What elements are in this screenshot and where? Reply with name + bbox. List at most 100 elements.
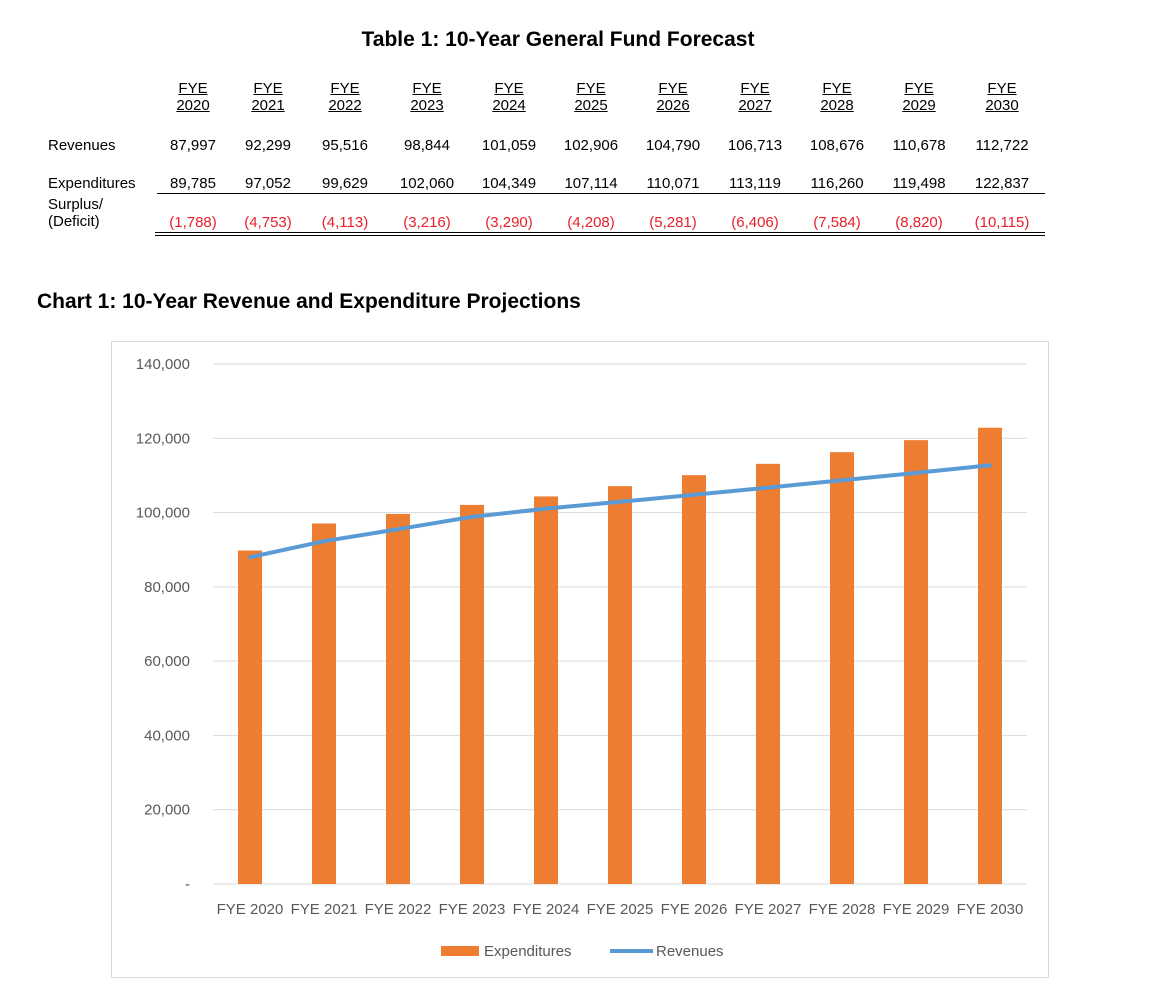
row-label-line: Surplus/ <box>48 196 104 213</box>
year-value: 2020 <box>176 97 210 114</box>
year-header: FYE 2022 <box>310 80 380 114</box>
year-prefix: FYE <box>253 80 283 97</box>
legend-label-revenues: Revenues <box>656 943 724 960</box>
x-tick-label: FYE 2025 <box>587 901 654 918</box>
row-label: Revenues <box>48 137 116 154</box>
year-value: 2025 <box>574 97 608 114</box>
table-cell: 95,516 <box>322 137 368 154</box>
table-cell: 102,060 <box>399 175 455 192</box>
row-label-line: (Deficit) <box>48 213 100 230</box>
table-cell: (4,753) <box>244 214 292 231</box>
y-tick-label: 100,000 <box>136 505 190 522</box>
year-value: 2021 <box>251 97 285 114</box>
table-title: Table 1: 10-Year General Fund Forecast <box>361 28 755 51</box>
year-header: FYE 2023 <box>392 80 462 114</box>
y-tick-label: 40,000 <box>144 727 190 744</box>
y-tick-label: 80,000 <box>144 579 190 596</box>
year-value: 2027 <box>738 97 772 114</box>
year-header: FYE 2020 <box>158 80 228 114</box>
expenditure-bar <box>682 475 706 884</box>
table-cell: 113,119 <box>729 175 781 192</box>
year-prefix: FYE <box>904 80 934 97</box>
legend-swatch-expenditures <box>441 946 479 956</box>
chart-frame: - 20,000 40,000 60,000 80,000 100,000 120,000 1… <box>111 341 1049 978</box>
table-cell: 104,790 <box>645 137 701 154</box>
table-cell: 104,349 <box>481 175 537 192</box>
x-tick-label: FYE 2028 <box>809 901 876 918</box>
y-tick-label: 120,000 <box>136 430 190 447</box>
year-header: FYE 2028 <box>802 80 872 114</box>
y-tick-label: 20,000 <box>144 802 190 819</box>
year-prefix: FYE <box>178 80 208 97</box>
table-cell: 98,844 <box>404 137 450 154</box>
year-value: 2026 <box>656 97 690 114</box>
table-cell: 119,498 <box>892 175 946 192</box>
table-cell: 107,114 <box>564 175 618 192</box>
x-tick-label: FYE 2029 <box>883 901 950 918</box>
table-cell: 116,260 <box>810 175 864 192</box>
year-prefix: FYE <box>740 80 770 97</box>
year-prefix: FYE <box>412 80 442 97</box>
year-value: 2028 <box>820 97 854 114</box>
year-header: FYE 2025 <box>556 80 626 114</box>
expenditure-bar <box>756 463 780 884</box>
table-cell: 110,678 <box>892 137 946 154</box>
year-value: 2029 <box>902 97 936 114</box>
table-cell: (7,584) <box>813 214 861 231</box>
chart-title: Chart 1: 10-Year Revenue and Expenditure… <box>37 290 581 313</box>
expenditure-bar <box>534 496 558 884</box>
expenditure-bar <box>312 523 336 884</box>
year-value: 2024 <box>492 97 526 114</box>
table-cell: (4,113) <box>321 214 369 231</box>
year-prefix: FYE <box>987 80 1017 97</box>
y-tick-label: 140,000 <box>136 356 190 373</box>
expenditure-bar <box>386 513 410 884</box>
expenditure-bar <box>978 427 1002 884</box>
year-header: FYE 2026 <box>638 80 708 114</box>
year-value: 2022 <box>328 97 362 114</box>
expenditure-bar <box>238 550 262 884</box>
x-tick-label: FYE 2027 <box>735 901 802 918</box>
table-cell: (1,788) <box>169 214 217 231</box>
table-rule <box>157 193 1045 194</box>
table-cell: 108,676 <box>809 137 865 154</box>
year-value: 2030 <box>985 97 1019 114</box>
year-header: FYE 2030 <box>967 80 1037 114</box>
table-cell: 101,059 <box>481 137 537 154</box>
table-cell: 110,071 <box>646 175 700 192</box>
revenue-line <box>248 463 992 560</box>
row-label: Expenditures <box>48 175 136 192</box>
table-cell: 122,837 <box>974 175 1030 192</box>
table-cell: (4,208) <box>567 214 615 231</box>
y-tick-label: - <box>185 876 190 893</box>
expenditure-bar <box>830 452 854 884</box>
table-cell: (5,281) <box>649 214 697 231</box>
year-header: FYE 2021 <box>233 80 303 114</box>
year-header: FYE 2027 <box>720 80 790 114</box>
table-cell: (6,406) <box>731 214 779 231</box>
table-cell: (10,115) <box>974 214 1030 231</box>
x-tick-label: FYE 2030 <box>957 901 1024 918</box>
table-double-rule <box>155 232 1045 236</box>
table-cell: 99,629 <box>322 175 368 192</box>
expenditure-bar <box>460 504 484 884</box>
x-tick-label: FYE 2023 <box>439 901 506 918</box>
x-tick-label: FYE 2020 <box>217 901 284 918</box>
table-cell: 89,785 <box>170 175 216 192</box>
year-prefix: FYE <box>658 80 688 97</box>
table-cell: 102,906 <box>563 137 619 154</box>
year-prefix: FYE <box>576 80 606 97</box>
year-prefix: FYE <box>494 80 524 97</box>
expenditure-bar <box>608 486 632 884</box>
table-cell: (8,820) <box>895 214 943 231</box>
x-tick-label: FYE 2021 <box>291 901 358 918</box>
year-prefix: FYE <box>822 80 852 97</box>
year-header: FYE 2024 <box>474 80 544 114</box>
table-cell: (3,216) <box>403 214 451 231</box>
year-header: FYE 2029 <box>884 80 954 114</box>
table-cell: (3,290) <box>485 214 533 231</box>
table-cell: 87,997 <box>170 137 216 154</box>
chart-svg: - 20,000 40,000 60,000 80,000 100,000 120,000 1… <box>136 356 1027 960</box>
table-cell: 97,052 <box>245 175 291 192</box>
legend-label-expenditures: Expenditures <box>484 943 572 960</box>
